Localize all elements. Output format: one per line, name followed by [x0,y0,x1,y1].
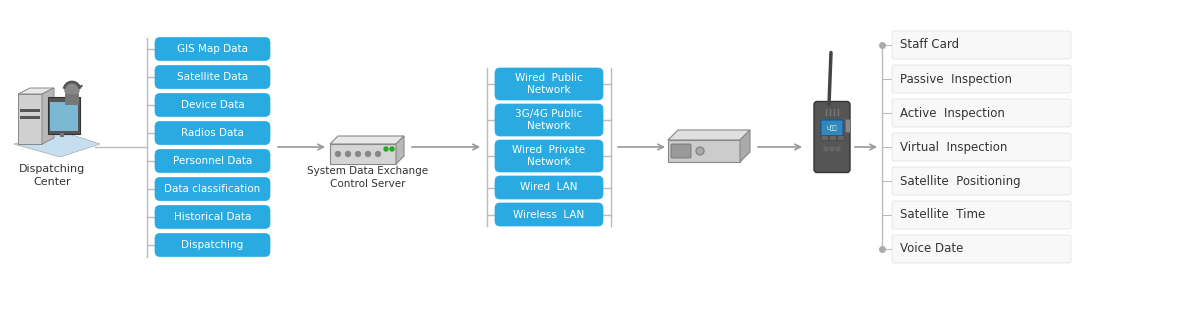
FancyBboxPatch shape [822,120,843,136]
Text: Data classification: Data classification [165,184,260,194]
FancyBboxPatch shape [814,101,850,173]
Text: Wired  Public
Network: Wired Public Network [516,73,583,95]
FancyBboxPatch shape [496,140,603,172]
Text: Radios Data: Radios Data [181,128,244,138]
FancyBboxPatch shape [155,121,270,144]
FancyBboxPatch shape [155,37,270,61]
Text: Satellite Data: Satellite Data [177,72,248,82]
Text: 3G/4G Public
Network: 3G/4G Public Network [516,109,583,131]
FancyBboxPatch shape [496,203,603,226]
Circle shape [830,147,834,151]
FancyBboxPatch shape [892,31,1071,59]
FancyBboxPatch shape [892,133,1071,161]
FancyBboxPatch shape [845,119,851,133]
Text: Passive  Inspection: Passive Inspection [900,72,1012,85]
Circle shape [384,147,388,151]
Polygon shape [330,144,395,164]
Circle shape [65,83,79,97]
Polygon shape [49,102,78,131]
Polygon shape [60,133,64,137]
Circle shape [390,147,394,151]
Text: Voice Date: Voice Date [900,242,964,256]
Text: Wired  LAN: Wired LAN [520,183,578,193]
Polygon shape [42,88,54,144]
FancyBboxPatch shape [155,206,270,228]
Text: Staff Card: Staff Card [900,38,959,51]
Polygon shape [669,130,750,140]
FancyBboxPatch shape [892,65,1071,93]
Polygon shape [48,97,80,134]
FancyBboxPatch shape [496,68,603,100]
Text: Device Data: Device Data [180,100,245,110]
Polygon shape [669,140,740,162]
Polygon shape [14,131,100,157]
FancyBboxPatch shape [496,176,603,199]
FancyBboxPatch shape [822,135,829,140]
Text: U山海: U山海 [826,125,837,131]
FancyBboxPatch shape [155,178,270,201]
Text: Dispatching
Center: Dispatching Center [19,164,85,187]
FancyBboxPatch shape [155,94,270,116]
Polygon shape [20,116,40,119]
FancyBboxPatch shape [155,233,270,256]
FancyBboxPatch shape [830,135,837,140]
Polygon shape [395,136,404,164]
Text: Virtual  Inspection: Virtual Inspection [900,140,1008,154]
Text: Historical Data: Historical Data [174,212,251,222]
Polygon shape [330,136,404,144]
Circle shape [366,152,371,157]
Circle shape [824,147,827,151]
Text: GIS Map Data: GIS Map Data [177,44,248,54]
Polygon shape [18,94,42,144]
Text: Wired  Private
Network: Wired Private Network [512,145,586,167]
FancyBboxPatch shape [155,66,270,89]
Text: Personnel Data: Personnel Data [173,156,252,166]
Text: Dispatching: Dispatching [181,240,244,250]
Circle shape [696,147,704,155]
FancyBboxPatch shape [671,144,691,158]
Polygon shape [65,94,79,105]
Text: System Data Exchange
Control Server: System Data Exchange Control Server [307,166,428,189]
Polygon shape [20,109,40,112]
FancyBboxPatch shape [892,167,1071,195]
Text: Satellite  Positioning: Satellite Positioning [900,174,1020,188]
Circle shape [346,152,351,157]
FancyBboxPatch shape [892,201,1071,229]
Text: Satellite  Time: Satellite Time [900,208,985,222]
Circle shape [355,152,360,157]
Circle shape [375,152,380,157]
Polygon shape [18,88,54,94]
FancyBboxPatch shape [892,235,1071,263]
Circle shape [698,149,703,154]
FancyBboxPatch shape [838,135,845,140]
FancyBboxPatch shape [155,149,270,173]
Text: Wireless  LAN: Wireless LAN [513,209,585,220]
FancyBboxPatch shape [892,99,1071,127]
Circle shape [335,152,340,157]
Polygon shape [740,130,750,162]
Circle shape [836,147,840,151]
Text: Active  Inspection: Active Inspection [900,106,1005,119]
FancyBboxPatch shape [496,104,603,136]
